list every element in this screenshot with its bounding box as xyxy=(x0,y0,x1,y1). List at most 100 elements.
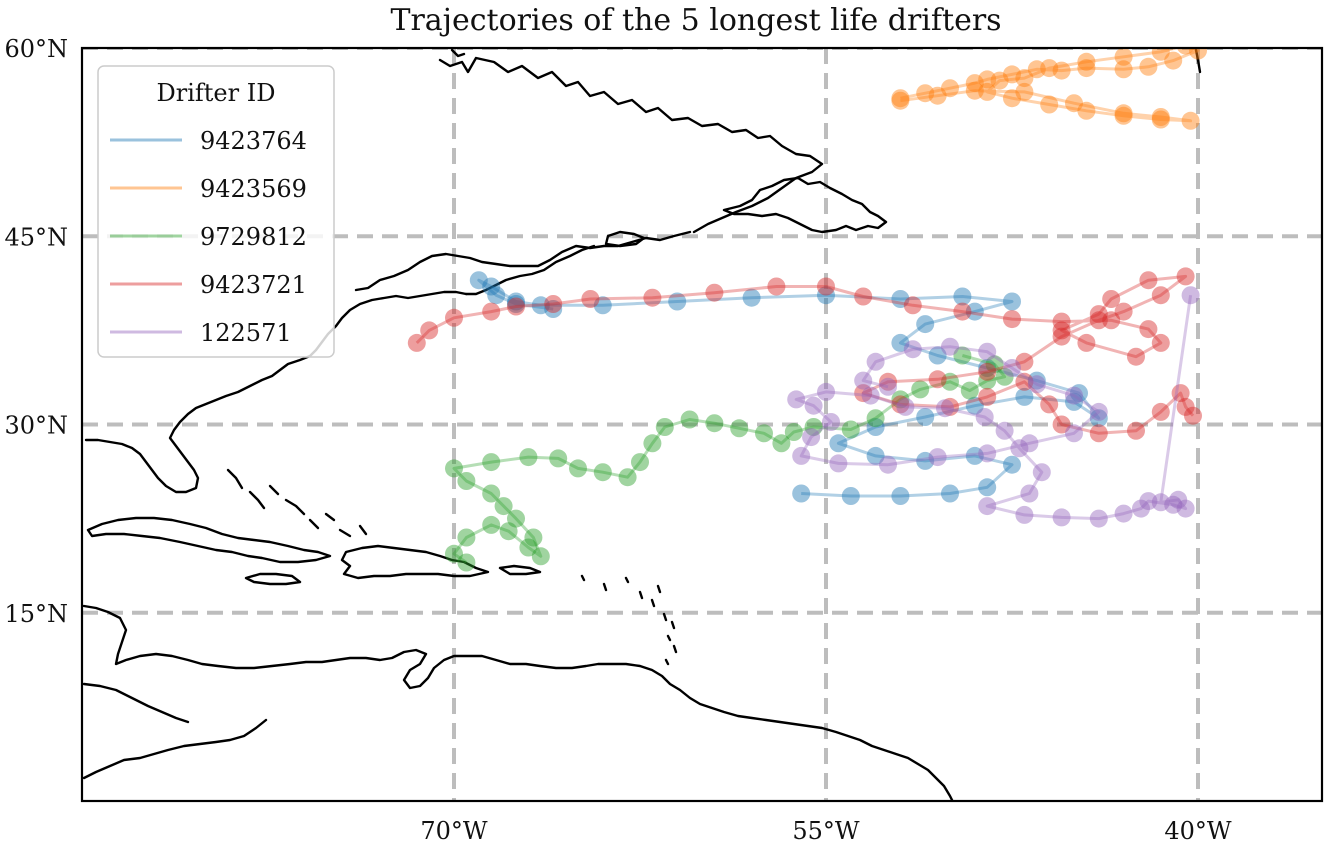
trajectory-point xyxy=(792,484,811,503)
trajectory-point xyxy=(941,372,959,391)
trajectory-point xyxy=(1052,321,1071,340)
trajectory-point xyxy=(1003,359,1021,377)
trajectory-point xyxy=(631,453,649,472)
trajectory-point xyxy=(1102,290,1121,308)
lon-tick-label: 70°W xyxy=(420,817,488,842)
trajectory-point xyxy=(618,468,637,487)
trajectory-point xyxy=(916,408,935,426)
trajectory-point xyxy=(1065,424,1083,443)
trajectory-point xyxy=(1077,59,1096,78)
trajectory-point xyxy=(936,399,954,418)
trajectory-point xyxy=(742,288,761,307)
trajectory-point xyxy=(866,352,885,371)
trajectory-point xyxy=(978,387,997,406)
trajectory-point xyxy=(668,292,687,311)
lat-tick-label: 15°N xyxy=(4,600,68,628)
trajectory-point xyxy=(802,428,821,447)
trajectory-point xyxy=(499,522,518,541)
trajectory-point xyxy=(953,346,972,365)
trajectory-point xyxy=(891,395,910,414)
trajectory-point xyxy=(1077,52,1096,71)
trajectory-point xyxy=(928,346,947,365)
trajectory-9423721 xyxy=(407,267,1202,443)
trajectory-point xyxy=(1176,397,1195,416)
trajectory-point xyxy=(975,408,994,426)
coastline-cape-breton xyxy=(604,230,646,248)
coastline-hispaniola xyxy=(340,544,490,580)
trajectory-point xyxy=(445,459,463,478)
trajectory-point xyxy=(655,418,674,436)
trajectory-point xyxy=(1089,424,1108,443)
trajectory-point xyxy=(1181,111,1200,130)
trajectory-line xyxy=(794,294,1193,521)
coastline-nova-scotia xyxy=(464,244,596,296)
trajectory-point xyxy=(817,286,835,305)
trajectory-point xyxy=(978,371,997,390)
coastline-puerto-rico xyxy=(498,564,542,576)
trajectory-point xyxy=(879,377,897,396)
trajectory-point xyxy=(569,459,587,478)
trajectory-point xyxy=(1040,95,1059,114)
trajectory-point xyxy=(1114,60,1133,79)
trajectory-point xyxy=(1003,310,1021,329)
trajectory-line xyxy=(477,278,1101,498)
trajectory-line xyxy=(452,354,1007,564)
trajectory-point xyxy=(544,300,563,318)
trajectory-point xyxy=(519,448,538,467)
trajectory-point xyxy=(1003,65,1021,84)
coastline-bahamas xyxy=(226,468,368,538)
trajectory-point xyxy=(1169,490,1188,509)
coastline-us-east xyxy=(84,290,468,494)
trajectory-point xyxy=(891,390,910,409)
trajectory-point xyxy=(1027,371,1046,390)
trajectory-layer xyxy=(407,48,1207,572)
trajectory-point xyxy=(1015,372,1034,391)
coastline-south-america-inner xyxy=(82,682,190,724)
trajectory-point xyxy=(1151,402,1170,421)
trajectory-point xyxy=(960,381,979,400)
trajectory-point xyxy=(1127,347,1145,366)
trajectory-point xyxy=(978,478,997,497)
coastline-jamaica xyxy=(244,572,302,586)
tick-labels: 70°W 55°W 40°W 15°N 30°N 45°N 60°N xyxy=(4,35,1231,842)
trajectory-point xyxy=(1114,104,1133,123)
legend-item: 122571 xyxy=(110,319,292,347)
coastline-baffin xyxy=(450,48,466,58)
trajectory-point xyxy=(965,81,984,100)
trajectory-point xyxy=(755,424,773,443)
trajectory-point xyxy=(879,455,897,474)
trajectory-point xyxy=(854,287,873,306)
trajectory-point xyxy=(1003,89,1021,108)
coastline-newfoundland xyxy=(722,176,888,234)
trajectory-point xyxy=(1052,327,1071,346)
trajectory-point xyxy=(487,286,506,305)
trajectory-point xyxy=(1077,101,1096,120)
trajectory-point xyxy=(1189,48,1207,60)
trajectory-point xyxy=(866,446,885,465)
trajectory-point xyxy=(1114,48,1133,66)
trajectory-point xyxy=(903,340,922,359)
coastline-lesser-antilles xyxy=(580,574,678,666)
coastline-cuba xyxy=(86,516,332,564)
trajectory-point xyxy=(829,434,848,453)
legend-item: 9423764 xyxy=(110,127,307,155)
trajectory-point xyxy=(1077,333,1096,352)
trajectory-point xyxy=(1181,286,1200,305)
trajectory-point xyxy=(1052,508,1071,527)
map-area xyxy=(82,48,1322,801)
trajectory-point xyxy=(1114,302,1133,321)
trajectory-point xyxy=(817,277,835,296)
trajectory-point xyxy=(1040,59,1059,78)
legend-label: 9423569 xyxy=(200,175,307,203)
trajectory-9729812 xyxy=(445,346,1014,572)
trajectory-point xyxy=(941,397,959,416)
trajectory-point xyxy=(941,79,959,98)
trajectory-point xyxy=(978,342,997,361)
trajectory-point xyxy=(1151,286,1170,305)
trajectory-point xyxy=(1114,106,1133,125)
trajectory-point xyxy=(705,283,724,302)
legend-label: 9423764 xyxy=(200,127,307,155)
trajectory-9423764 xyxy=(469,271,1108,505)
trajectory-point xyxy=(507,509,525,528)
trajectory-point xyxy=(879,372,897,391)
